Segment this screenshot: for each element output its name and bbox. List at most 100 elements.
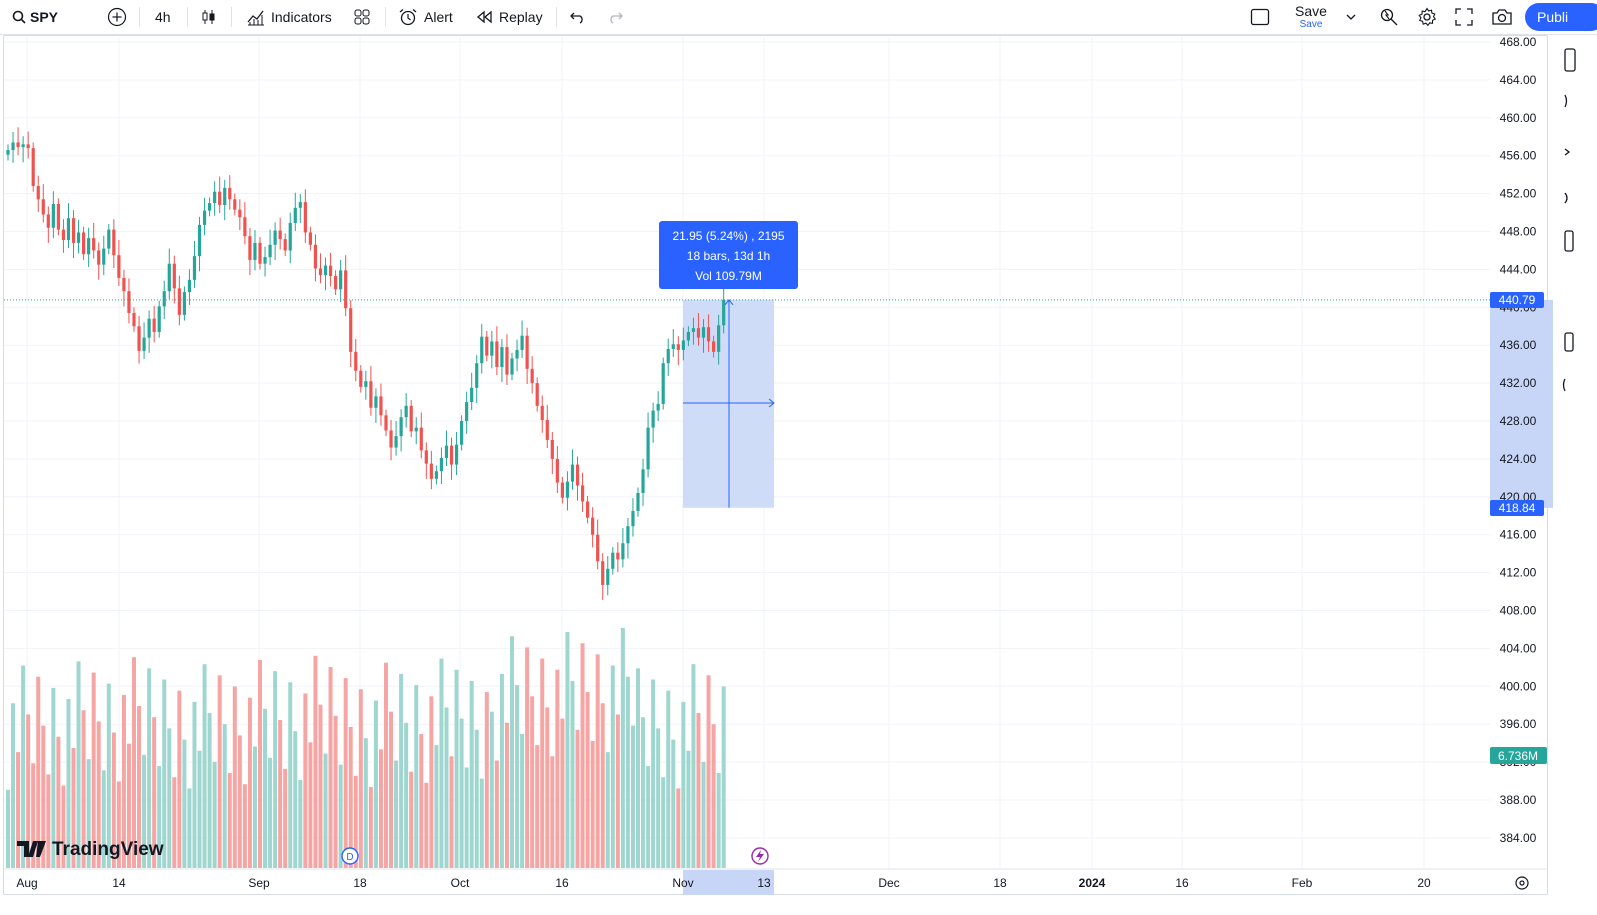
volume-bar: [212, 761, 217, 868]
candle-body: [182, 292, 186, 315]
snapshot-button[interactable]: [1491, 0, 1513, 34]
candle-body: [263, 257, 267, 264]
candle-body: [268, 244, 272, 258]
volume-bar: [167, 728, 172, 868]
candle-body: [550, 439, 554, 459]
lightning-icon: [756, 850, 764, 862]
candle-body: [555, 458, 559, 483]
tradingview-logo[interactable]: TradingView: [17, 839, 164, 860]
candle-body: [253, 242, 257, 260]
candle-body: [575, 464, 580, 486]
settings-button[interactable]: [1417, 0, 1437, 34]
indicators-button[interactable]: Indicators: [246, 0, 332, 34]
volume-bar: [147, 668, 152, 868]
volume-bar: [66, 699, 71, 868]
chevron-down-icon: [1346, 14, 1356, 20]
volume-bar: [227, 773, 232, 868]
price-tick-label: 460.00: [1500, 111, 1537, 125]
volume-bar: [318, 704, 323, 868]
volume-value-label: 6.736M: [1490, 747, 1547, 764]
volume-bar: [681, 701, 686, 868]
fullscreen-button[interactable]: [1455, 0, 1473, 34]
candle-body: [515, 349, 519, 359]
price-tick-label: 404.00: [1500, 641, 1537, 655]
redo-button[interactable]: [606, 0, 624, 34]
candle-body: [11, 142, 15, 151]
earnings-marker[interactable]: [751, 847, 769, 865]
layout-select-button[interactable]: [1250, 0, 1270, 34]
candle-body: [107, 229, 111, 249]
candle-body: [213, 191, 217, 204]
candle-body: [117, 255, 121, 278]
volume-bar: [162, 679, 167, 868]
volume-bar: [76, 661, 81, 868]
volume-bar: [61, 785, 66, 868]
volume-bar: [444, 707, 449, 868]
alert-label: Alert: [424, 9, 453, 25]
volume-bar: [580, 643, 585, 868]
volume-bar: [348, 726, 353, 868]
volume-bar: [137, 706, 142, 868]
volume-value-text: 6.736M: [1498, 749, 1538, 763]
volume-bar: [298, 780, 303, 868]
target-icon: [1515, 876, 1529, 890]
candle-body: [691, 328, 696, 332]
volume-bar: [91, 672, 96, 868]
candle-body: [419, 427, 423, 451]
candle-body: [591, 517, 595, 535]
symbol-search[interactable]: SPY: [12, 0, 58, 34]
candle-body: [490, 341, 494, 356]
price-tick-label: 464.00: [1500, 73, 1537, 87]
candle-body: [681, 340, 685, 350]
volume-bar: [555, 669, 560, 868]
volume-bar: [575, 729, 580, 868]
layouts-button[interactable]: [353, 0, 371, 34]
candle-body: [520, 335, 524, 350]
alert-button[interactable]: Alert: [398, 0, 453, 34]
save-options-button[interactable]: [1345, 0, 1357, 34]
volume-bar: [630, 725, 635, 868]
candle-body: [308, 232, 312, 245]
chart-canvas[interactable]: 468.00 464.00 460.00 456.00 452.00 448.00 444.…: [0, 0, 1553, 915]
compare-symbol-button[interactable]: [107, 0, 127, 34]
volume-bar: [56, 736, 61, 868]
measure-low-price-box: [1490, 500, 1544, 516]
volume-bar: [711, 724, 716, 868]
volume-bar: [404, 722, 409, 868]
grid-layout-icon: [354, 9, 370, 25]
candle-body: [223, 187, 227, 205]
candle-body: [510, 358, 514, 375]
volume-bar: [469, 680, 474, 868]
save-button[interactable]: Save Save: [1290, 4, 1332, 32]
volume-bar: [237, 735, 242, 868]
candle-body: [218, 191, 222, 205]
volume-bar: [81, 710, 86, 868]
candle-body: [379, 396, 383, 416]
candle-body: [586, 501, 590, 518]
volume-bar: [600, 703, 605, 868]
volume-bar: [615, 714, 620, 868]
publish-button[interactable]: Publi: [1525, 3, 1597, 31]
time-tick-label: 13: [757, 876, 771, 890]
replay-button[interactable]: Replay: [475, 0, 543, 34]
candle-body: [364, 381, 368, 387]
candle-body: [666, 348, 670, 364]
candle-body: [384, 415, 388, 431]
candle-body: [162, 291, 166, 307]
candle-body: [349, 308, 353, 352]
volume-bar: [399, 673, 404, 868]
quick-search-button[interactable]: [1379, 0, 1399, 34]
candle-body: [449, 445, 454, 465]
chart-type-button[interactable]: [200, 0, 218, 34]
volume-bar: [247, 697, 252, 868]
candle-body: [31, 148, 35, 187]
interval-button[interactable]: 4h: [155, 0, 171, 34]
dividend-marker[interactable]: D: [341, 847, 359, 865]
volume-bar: [278, 720, 283, 868]
time-tick-label: 14: [112, 876, 126, 890]
candle-body: [616, 552, 620, 560]
time-axis-settings-button[interactable]: [1515, 876, 1529, 890]
undo-button[interactable]: [569, 0, 587, 34]
volume-bar: [510, 636, 514, 868]
volume-bar: [313, 655, 318, 868]
